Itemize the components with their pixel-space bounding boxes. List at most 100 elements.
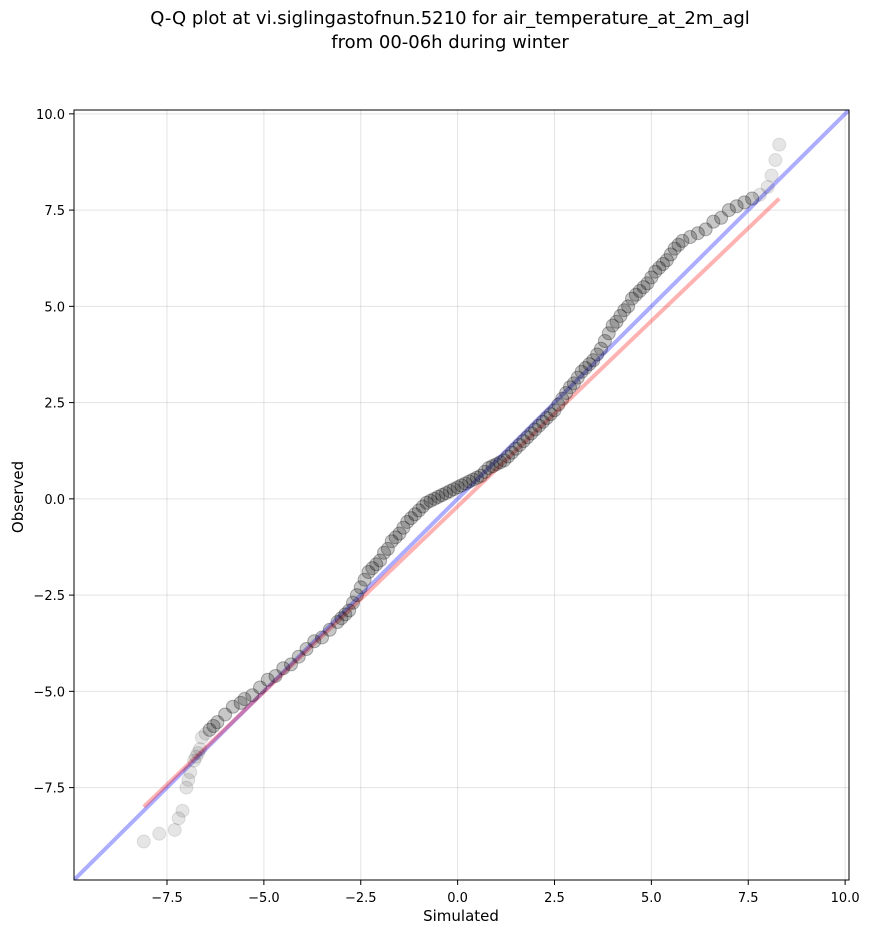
- data-point: [625, 291, 639, 306]
- data-point: [439, 486, 453, 501]
- data-point: [721, 203, 736, 218]
- data-series: [74, 110, 849, 880]
- data-point: [570, 370, 585, 385]
- data-point: [377, 545, 391, 560]
- x-tick-label: 7.5: [738, 891, 759, 906]
- data-point: [361, 565, 376, 579]
- data-point: [396, 520, 411, 535]
- data-point: [466, 472, 481, 487]
- data-point: [729, 199, 744, 214]
- x-tick-label: 5.0: [641, 891, 662, 906]
- y-tick-label: −7.5: [33, 782, 65, 797]
- data-point: [334, 611, 349, 626]
- data-point: [369, 557, 384, 572]
- data-point: [299, 642, 314, 656]
- grid-lines: [74, 110, 849, 880]
- x-tick-label: −5.0: [248, 891, 280, 906]
- data-point: [218, 707, 233, 722]
- data-point: [636, 280, 651, 295]
- data-point: [237, 692, 252, 707]
- data-point: [508, 441, 523, 456]
- data-point: [179, 780, 194, 795]
- axis-ticks: −7.5 −5.0 −2.5 0.0 2.5 5.0 7.5 10.0 −7.5 −5.0 −2.5…: [33, 108, 859, 906]
- data-point: [136, 834, 151, 849]
- data-point: [175, 803, 190, 818]
- x-tick-label: −2.5: [345, 891, 377, 906]
- data-point: [380, 541, 395, 556]
- data-point: [427, 491, 442, 506]
- data-point: [253, 680, 267, 695]
- data-point: [167, 822, 182, 837]
- data-point: [555, 391, 570, 406]
- data-point: [233, 695, 248, 710]
- x-tick-label: 0.0: [447, 891, 468, 906]
- data-point: [609, 314, 624, 329]
- data-point: [462, 474, 477, 489]
- data-point: [423, 493, 438, 508]
- y-tick-label: 0.0: [44, 493, 65, 508]
- data-point: [659, 253, 674, 268]
- data-point: [365, 561, 380, 576]
- data-point: [539, 411, 554, 425]
- data-point: [485, 459, 500, 474]
- data-point: [181, 772, 196, 787]
- data-point: [772, 137, 787, 152]
- data-point: [388, 530, 403, 545]
- data-point: [524, 426, 539, 441]
- data-point: [346, 595, 360, 610]
- data-point: [384, 534, 399, 549]
- data-point: [442, 484, 457, 499]
- y-tick-label: 10.0: [36, 108, 65, 123]
- data-point: [470, 470, 484, 485]
- data-point: [760, 180, 775, 194]
- data-point: [644, 270, 659, 285]
- data-point: [206, 719, 221, 733]
- data-point: [566, 376, 581, 391]
- data-point: [752, 187, 767, 202]
- data-point: [605, 318, 620, 333]
- y-tick-label: 5.0: [44, 300, 65, 315]
- data-point: [307, 634, 322, 649]
- axes-frame: [73, 109, 850, 881]
- data-point: [291, 649, 306, 664]
- data-point: [543, 407, 558, 422]
- data-point: [690, 226, 705, 241]
- data-point: [473, 468, 488, 483]
- data-point: [516, 434, 531, 449]
- data-point: [322, 622, 337, 637]
- data-point: [450, 480, 465, 495]
- data-point: [411, 503, 426, 518]
- fit-line: [142, 197, 781, 809]
- data-point: [663, 247, 678, 262]
- data-point: [152, 826, 167, 841]
- data-point: [189, 749, 204, 764]
- data-point: [245, 688, 260, 703]
- data-point: [408, 507, 422, 522]
- data-point: [586, 353, 601, 368]
- data-point: [745, 191, 760, 206]
- data-point: [563, 380, 577, 395]
- data-point: [497, 453, 512, 468]
- data-point: [551, 397, 566, 412]
- x-tick-label: −7.5: [151, 891, 183, 906]
- data-point: [656, 257, 670, 271]
- y-tick-label: −2.5: [33, 589, 65, 604]
- data-point: [559, 385, 574, 400]
- y-tick-label: 2.5: [44, 397, 65, 412]
- data-point: [187, 753, 202, 768]
- identity-line: [74, 110, 849, 880]
- data-point: [349, 588, 364, 603]
- data-point: [415, 499, 430, 514]
- data-point: [632, 283, 647, 298]
- data-point: [342, 603, 357, 618]
- data-point: [489, 457, 504, 472]
- data-point: [330, 615, 345, 630]
- data-point: [597, 334, 612, 348]
- data-point: [276, 661, 291, 676]
- data-point: [202, 722, 217, 737]
- data-point: [435, 488, 450, 502]
- data-point: [528, 422, 543, 437]
- data-point: [454, 478, 469, 493]
- data-point: [714, 210, 729, 225]
